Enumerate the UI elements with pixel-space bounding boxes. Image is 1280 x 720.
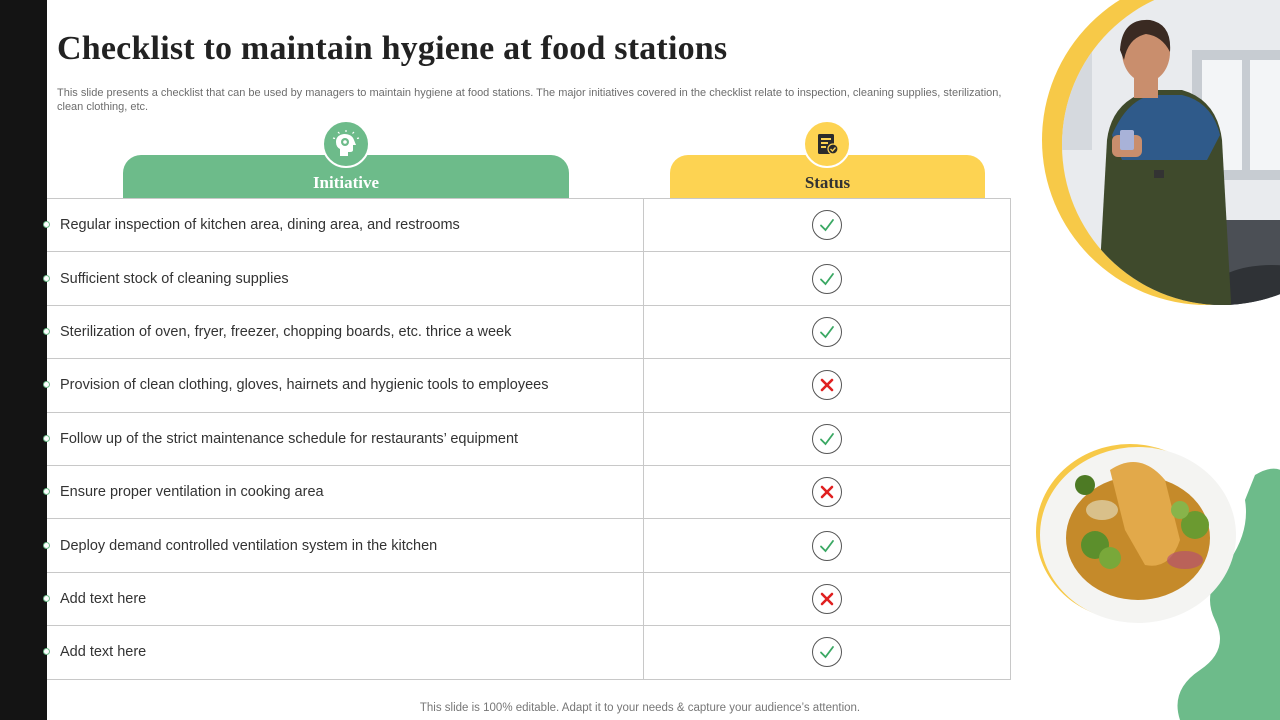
check-mark-icon (812, 316, 842, 347)
checklist-table: Regular inspection of kitchen area, dini… (43, 198, 1011, 680)
cross-mark-icon (812, 477, 842, 508)
row-bullet (43, 381, 50, 389)
slide-description: This slide presents a checklist that can… (57, 87, 1002, 113)
status-cell (644, 519, 1011, 572)
row-bullet (43, 541, 50, 549)
cross-mark-icon (812, 583, 842, 614)
slide-title: Checklist to maintain hygiene at food st… (57, 30, 728, 67)
row-bullet (43, 221, 50, 229)
chef-woman-photo (1042, 0, 1280, 305)
brain-gear-icon (322, 120, 370, 168)
slide-footer-note: This slide is 100% editable. Adapt it to… (419, 702, 861, 714)
cross-mark-icon (812, 370, 842, 401)
initiative-cell: Ensure proper ventilation in cooking are… (47, 465, 644, 519)
checklist-row: Sufficient stock of cleaning supplies (43, 252, 1011, 306)
initiative-header-label: Initiative (312, 173, 380, 192)
checklist-row: Follow up of the strict maintenance sche… (43, 412, 1011, 466)
row-bullet (43, 327, 50, 335)
status-header-label: Status (804, 173, 851, 192)
initiative-cell: Add text here (47, 626, 644, 679)
initiative-cell: Deploy demand controlled ventilation sys… (47, 519, 644, 572)
initiative-cell: Follow up of the strict maintenance sche… (47, 412, 644, 465)
check-mark-icon (812, 423, 842, 454)
left-sidebar-bar (0, 0, 47, 720)
row-bullet (43, 648, 50, 656)
clipboard-check-icon (803, 120, 851, 168)
status-cell (644, 572, 1011, 626)
checklist-row: Provision of clean clothing, gloves, hai… (43, 359, 1011, 413)
initiative-cell: Regular inspection of kitchen area, dini… (47, 199, 644, 252)
check-mark-icon (812, 263, 842, 294)
check-mark-icon (812, 530, 842, 561)
status-cell (644, 359, 1011, 412)
checklist-row: Add text here (43, 626, 1011, 680)
check-mark-icon (812, 637, 842, 668)
initiative-cell: Sufficient stock of cleaning supplies (47, 252, 644, 305)
status-cell (644, 252, 1011, 305)
status-cell (644, 626, 1011, 679)
checklist-row: Ensure proper ventilation in cooking are… (43, 465, 1011, 520)
status-cell (644, 199, 1011, 252)
checklist-row: Regular inspection of kitchen area, dini… (43, 199, 1011, 253)
checklist-row: Sterilization of oven, fryer, freezer, c… (43, 305, 1011, 360)
checklist-row: Deploy demand controlled ventilation sys… (43, 519, 1011, 573)
status-cell (644, 465, 1011, 519)
initiative-cell: Sterilization of oven, fryer, freezer, c… (47, 305, 644, 359)
checklist-row: Add text here (43, 572, 1011, 627)
row-bullet (43, 488, 50, 496)
initiative-cell: Add text here (47, 572, 644, 626)
food-plate-photo (1036, 444, 1280, 720)
status-cell (644, 412, 1011, 465)
initiative-cell: Provision of clean clothing, gloves, hai… (47, 359, 644, 412)
row-bullet (43, 434, 50, 442)
row-bullet (43, 274, 50, 282)
status-cell (644, 305, 1011, 359)
check-mark-icon (812, 210, 842, 241)
row-bullet (43, 594, 50, 602)
